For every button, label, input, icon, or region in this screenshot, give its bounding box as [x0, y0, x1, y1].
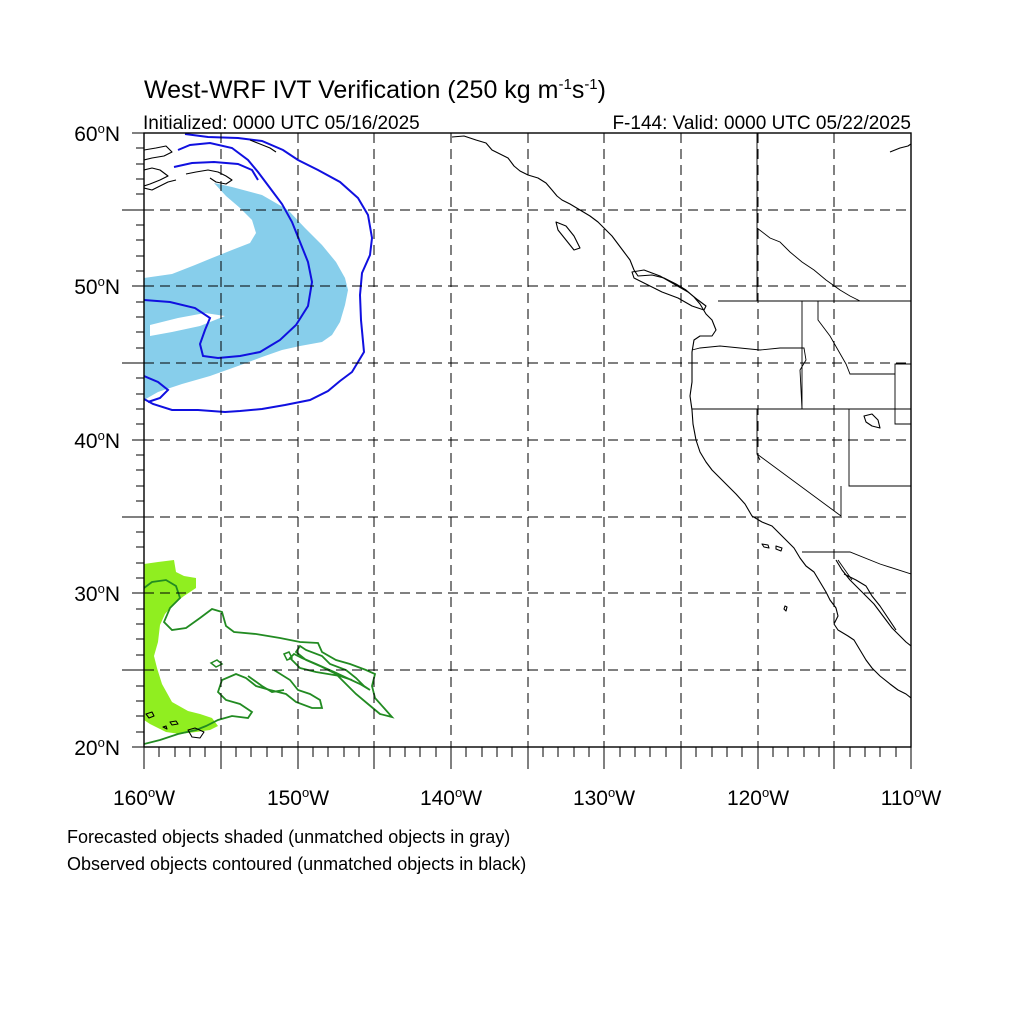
border-canada-interior — [756, 133, 861, 302]
lon-label-130w: 130oW — [573, 785, 635, 810]
map-ticks — [122, 132, 912, 769]
lon-label-160w: 160oW — [113, 785, 175, 810]
forecast-object-shaded-north — [144, 183, 348, 400]
footnote-forecast: Forecasted objects shaded (unmatched obj… — [67, 827, 510, 847]
forecast-object-notch — [150, 313, 225, 336]
lat-label-60n: 60oN — [74, 121, 120, 146]
coastline-north-america — [451, 135, 911, 699]
coastline-baja-gulf — [835, 559, 911, 647]
lon-label-150w: 150oW — [267, 785, 329, 810]
observed-object-contour-inner — [144, 141, 314, 360]
lon-label-120w: 120oW — [727, 785, 789, 810]
observed-object-contour-small-2 — [282, 651, 294, 661]
coastline-vancouver-island — [631, 269, 707, 311]
valid-time-label: F-144: Valid: 0000 UTC 05/22/2025 — [612, 113, 911, 134]
latitude-labels: 60oN 50oN 40oN 30oN 20oN — [74, 121, 120, 760]
observed-object-contour-west — [144, 375, 170, 403]
lon-label-140w: 140oW — [420, 785, 482, 810]
lon-label-110w: 110oW — [881, 785, 942, 810]
lat-label-20n: 20oN — [74, 735, 120, 760]
hawaii-islands — [145, 711, 205, 739]
footnote-observed: Observed objects contoured (unmatched ob… — [67, 854, 526, 874]
observed-object-contour-outer — [144, 133, 374, 414]
observed-object-contour-south-3 — [247, 675, 285, 693]
observed-object-contour-inner-top — [173, 160, 259, 181]
lat-label-40n: 40oN — [74, 428, 120, 453]
observed-object-contour-south — [144, 579, 395, 719]
observed-object-contour-south-2 — [144, 669, 324, 745]
map-graticule — [144, 133, 911, 747]
longitude-labels: 160oW 150oW 140oW 130oW 120oW 110oW — [113, 785, 942, 810]
coastline-islands-small — [761, 413, 881, 612]
figure-title: West-WRF IVT Verification (250 kg m-1s-1… — [144, 76, 606, 104]
lat-label-50n: 50oN — [74, 274, 120, 299]
forecast-object-shaded-south — [144, 560, 218, 734]
lat-label-30n: 30oN — [74, 581, 120, 606]
observed-object-contour-small-1 — [209, 659, 224, 668]
initialized-label: Initialized: 0000 UTC 05/16/2025 — [143, 113, 420, 134]
coastline-alaska — [144, 139, 911, 191]
map-panel — [122, 132, 912, 769]
coastline-haida-gwaii — [555, 221, 581, 251]
